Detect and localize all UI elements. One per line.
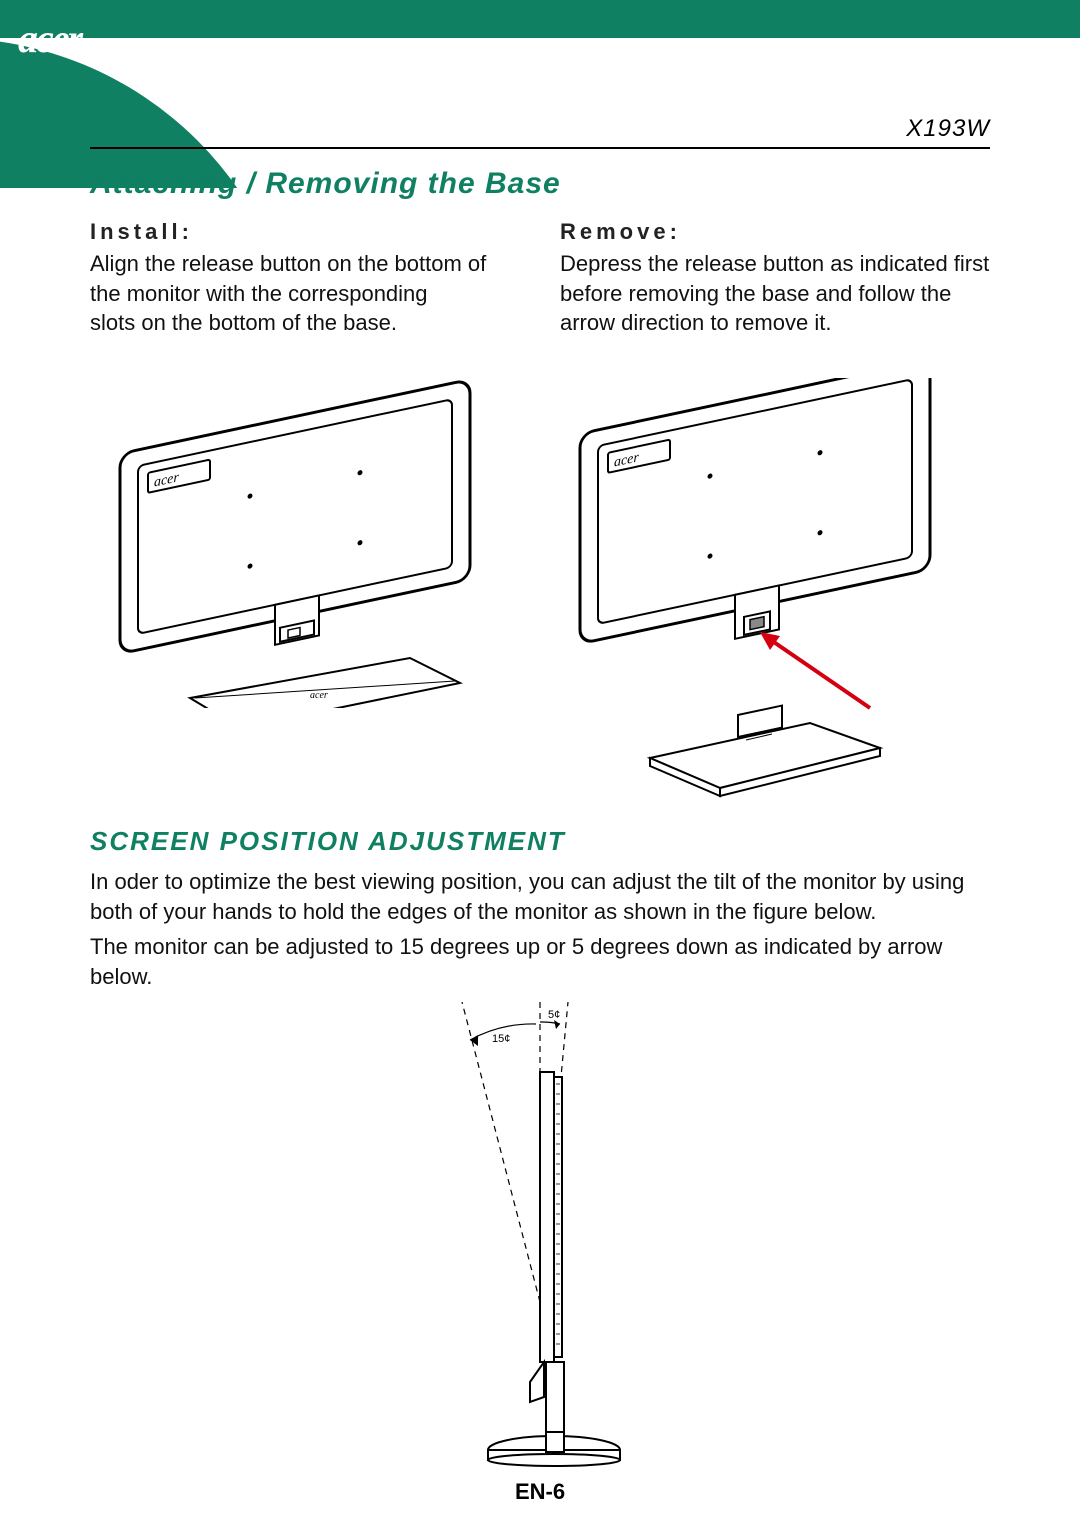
install-column: Install: Align the release button on the… bbox=[90, 219, 520, 338]
tilt-figure: 5¢ 15¢ bbox=[410, 1002, 670, 1482]
section2-title: SCREEN POSITION ADJUSTMENT bbox=[90, 826, 990, 857]
brand-logo: acer bbox=[18, 15, 81, 62]
header-bar bbox=[0, 0, 1080, 38]
install-remove-columns: Install: Align the release button on the… bbox=[90, 219, 990, 338]
svg-text:acer: acer bbox=[310, 690, 328, 701]
tilt-forward-label: 5¢ bbox=[548, 1009, 560, 1021]
install-text: Align the release button on the bottom o… bbox=[90, 249, 520, 338]
model-row: X193W bbox=[90, 115, 990, 149]
remove-figure: acer bbox=[550, 378, 970, 798]
section1-title: Attaching / Removing the Base bbox=[90, 167, 990, 201]
install-figure: acer acer bbox=[90, 378, 510, 708]
tilt-back-label: 15¢ bbox=[492, 1033, 510, 1045]
remove-text: Depress the release button as indicated … bbox=[560, 249, 990, 338]
tilt-figure-wrap: 5¢ 15¢ bbox=[90, 1002, 990, 1482]
figure-row: acer acer bbox=[90, 378, 990, 798]
model-label: X193W bbox=[906, 115, 990, 143]
section2-para2: The monitor can be adjusted to 15 degree… bbox=[90, 932, 990, 991]
section2-para1: In oder to optimize the best viewing pos… bbox=[90, 867, 990, 926]
install-heading: Install: bbox=[90, 219, 520, 245]
page-number: EN-6 bbox=[0, 1479, 1080, 1505]
remove-column: Remove: Depress the release button as in… bbox=[560, 219, 990, 338]
remove-heading: Remove: bbox=[560, 219, 990, 245]
page-content: X193W Attaching / Removing the Base Inst… bbox=[90, 115, 990, 1482]
